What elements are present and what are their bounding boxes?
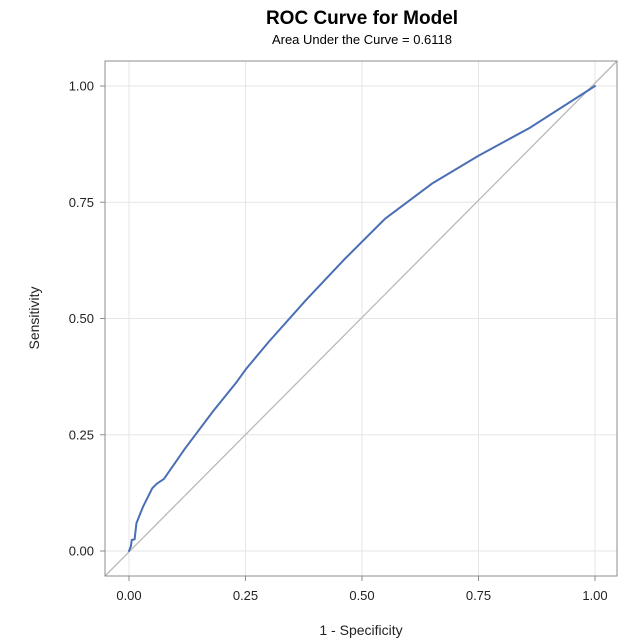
y-tick-label: 0.75 [69,195,94,210]
chart-title: ROC Curve for Model [266,8,458,29]
x-tick-label: 0.75 [466,588,491,603]
y-axis-label: Sensitivity [26,286,42,349]
x-tick-label: 0.00 [116,588,141,603]
x-tick-label: 1.00 [582,588,607,603]
roc-curve-line [128,85,596,552]
y-tick-label: 1.00 [69,79,94,94]
x-tick-label: 0.50 [349,588,374,603]
curve-layer [128,85,596,552]
grid-layer [105,61,617,576]
reference-layer [104,60,618,577]
chance-reference-line [104,60,618,577]
tick-layer: 0.00 0.25 0.50 0.75 1.00 0.00 0.25 0.50 0.75 1.00 [69,79,608,604]
chart-subtitle: Area Under the Curve = 0.6118 [272,32,452,47]
y-tick-label: 0.25 [69,427,94,442]
x-axis-label: 1 - Specificity [319,622,402,638]
x-tick-label: 0.25 [233,588,258,603]
y-tick-label: 0.00 [69,544,94,559]
y-tick-label: 0.50 [69,311,94,326]
